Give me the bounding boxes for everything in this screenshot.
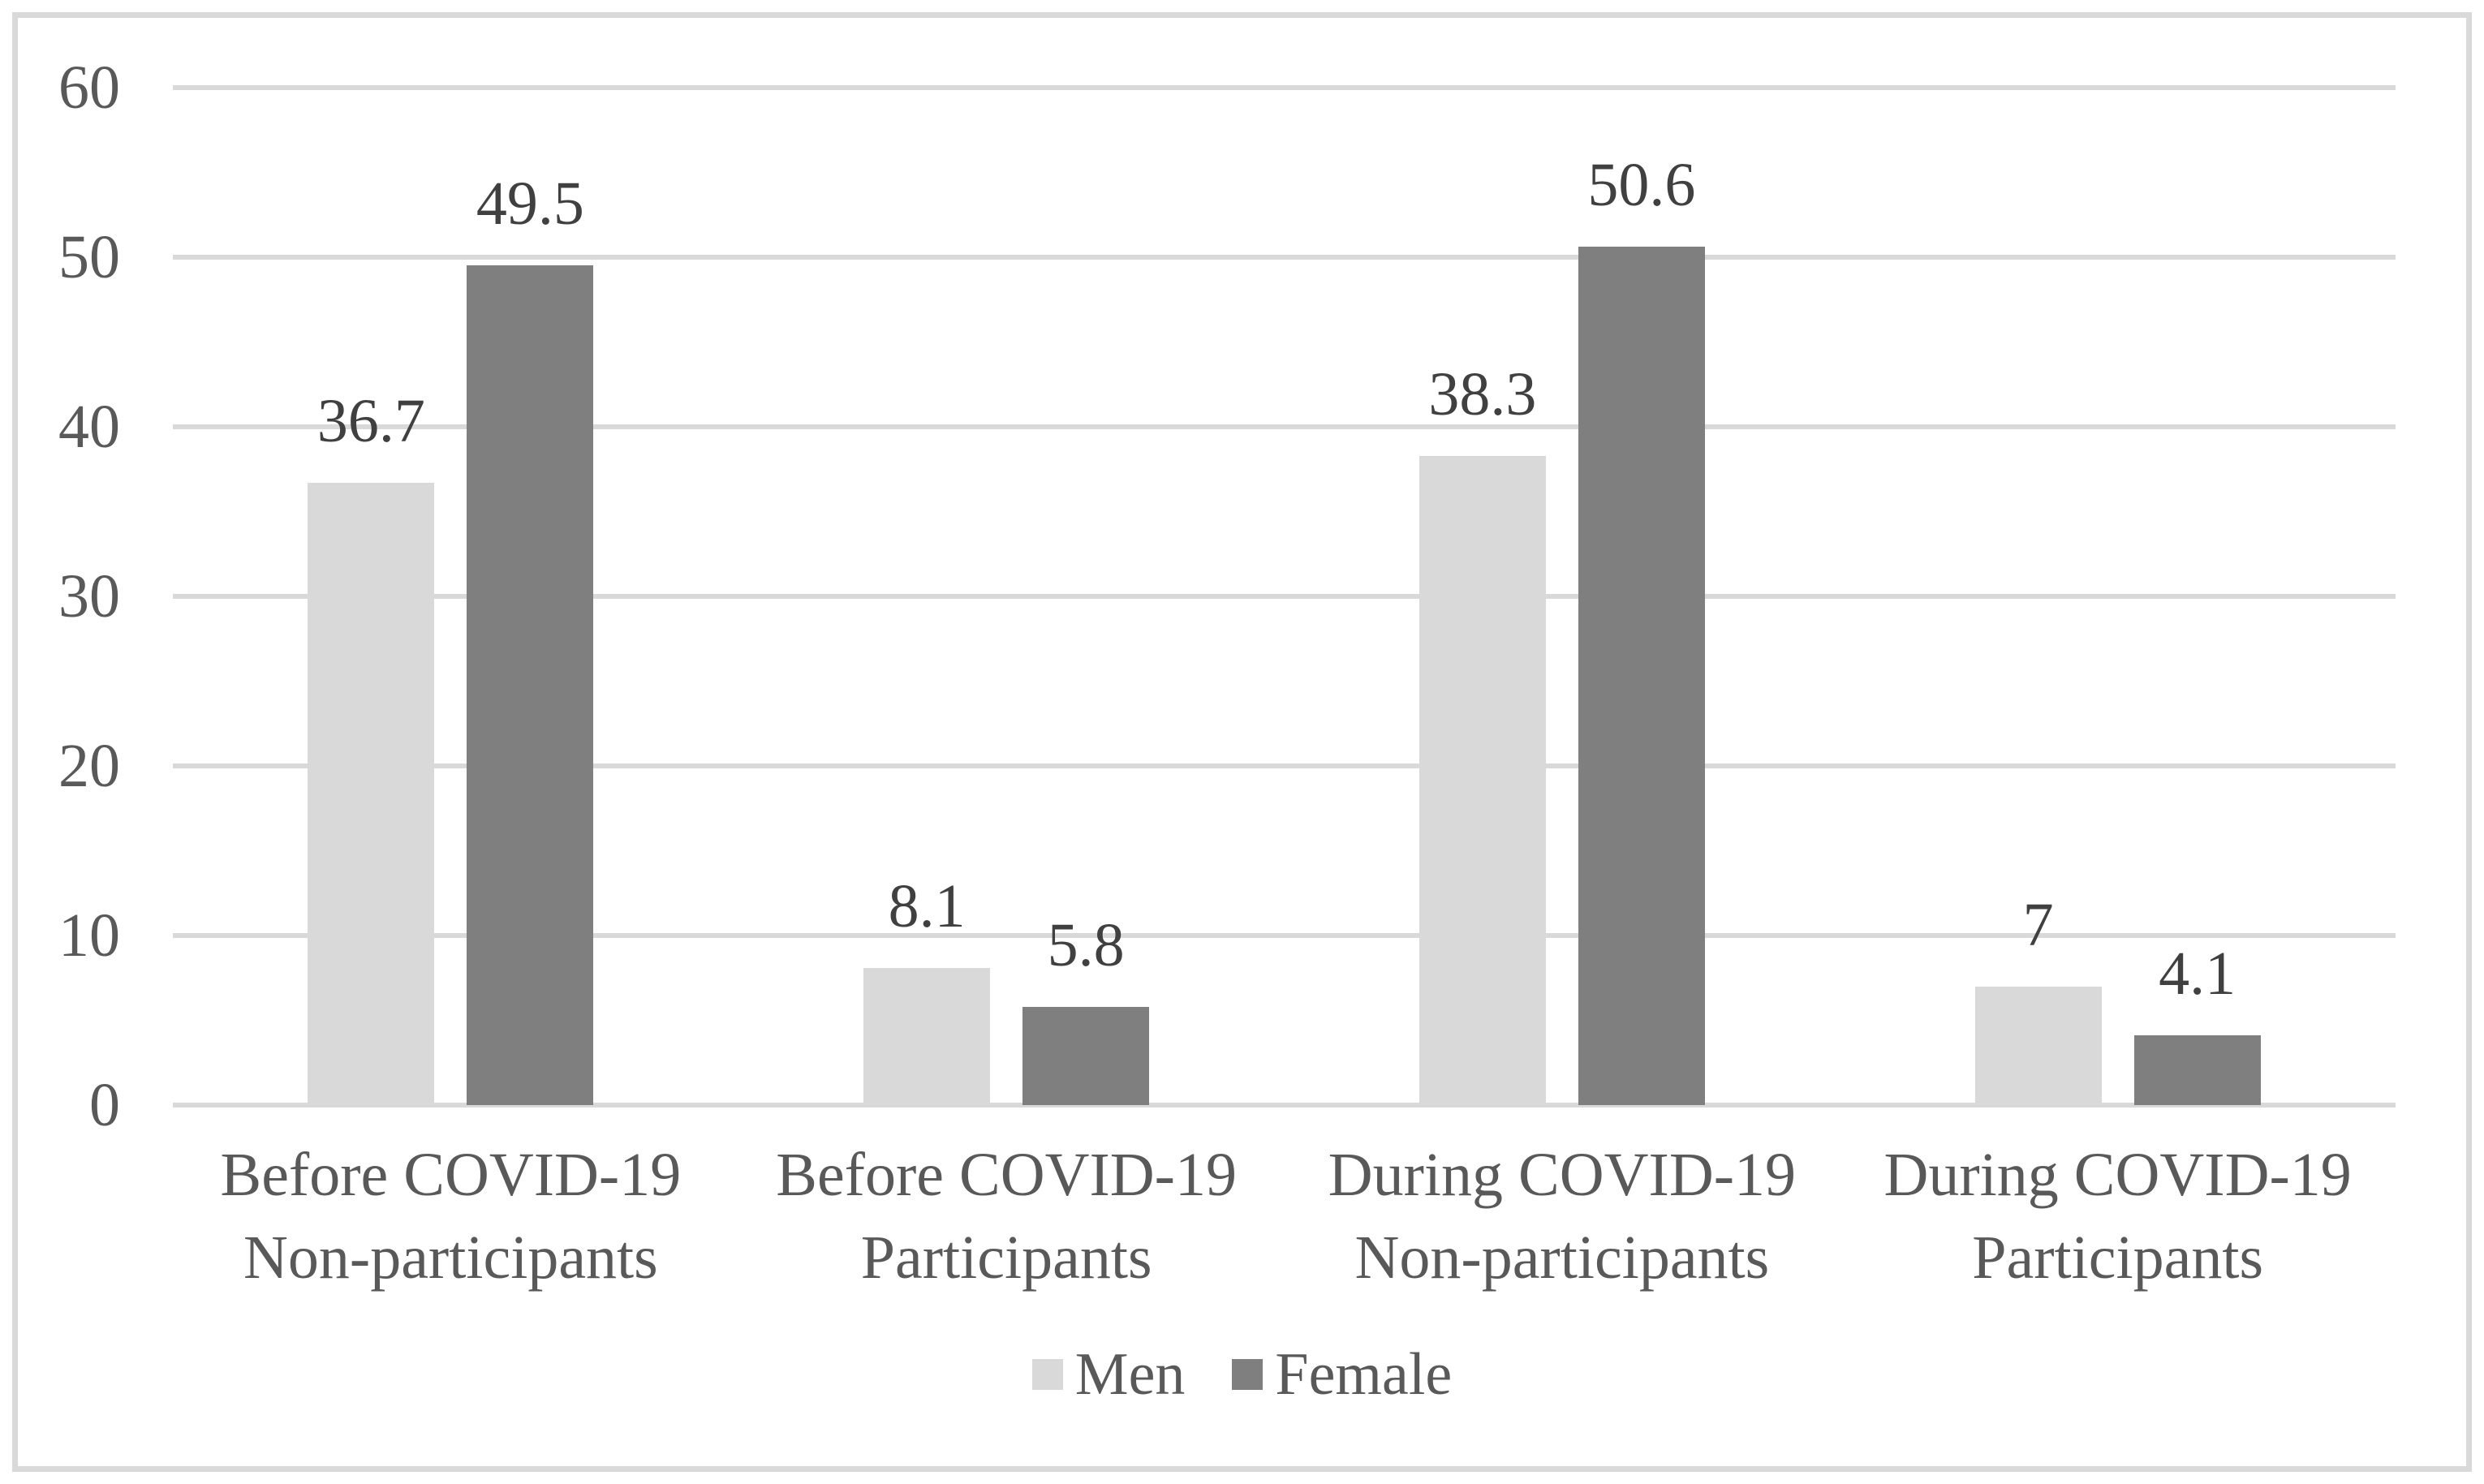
data-label-female-3: 4.1 — [2159, 940, 2236, 1009]
legend-item-female: Female — [1232, 1344, 1452, 1404]
y-axis: 0 10 20 30 40 50 60 — [0, 0, 120, 1484]
bar-female-1: 5.8 — [1022, 88, 1150, 1105]
bar-group-3: 7 4.1 — [1840, 88, 2396, 1105]
x-category-line: Before COVID-19 — [220, 1141, 682, 1209]
data-label-female-0: 49.5 — [476, 170, 584, 239]
bar-rect-men-3 — [1974, 986, 2102, 1105]
legend-label-female: Female — [1275, 1341, 1453, 1408]
bar-men-0: 36.7 — [308, 88, 435, 1105]
gridline-0 — [173, 1103, 2396, 1108]
bar-female-0: 49.5 — [467, 88, 594, 1105]
x-category-label-3: During COVID-19 Participants — [1840, 1134, 2396, 1300]
bar-men-1: 8.1 — [863, 88, 991, 1105]
x-category-label-0: Before COVID-19 Non-participants — [173, 1134, 729, 1300]
data-label-men-1: 8.1 — [888, 871, 966, 940]
bar-group-1: 8.1 5.8 — [729, 88, 1285, 1105]
bar-group-0: 36.7 49.5 — [173, 88, 729, 1105]
data-label-female-2: 50.6 — [1587, 151, 1696, 220]
legend-label-men: Men — [1074, 1341, 1186, 1408]
data-label-men-0: 36.7 — [316, 386, 425, 455]
bar-men-3: 7 — [1974, 88, 2102, 1105]
gridline-20 — [173, 764, 2396, 768]
legend-item-men: Men — [1031, 1341, 1186, 1408]
legend: Men Female — [0, 1343, 2484, 1406]
x-category-line: Participants — [860, 1223, 1152, 1292]
x-category-line: During COVID-19 — [1883, 1141, 2352, 1209]
bar-men-2: 38.3 — [1419, 88, 1546, 1105]
y-tick-label-40: 40 — [58, 393, 120, 461]
x-category-label-1: Before COVID-19 Participants — [729, 1134, 1285, 1300]
bar-rect-men-1 — [863, 967, 991, 1105]
x-category-line: Non-participants — [243, 1223, 658, 1292]
gridline-30 — [173, 594, 2396, 599]
data-label-female-1: 5.8 — [1047, 910, 1125, 979]
x-category-line: Before COVID-19 — [776, 1141, 1237, 1209]
y-tick-label-60: 60 — [58, 54, 120, 122]
x-category-line: During COVID-19 — [1328, 1141, 1797, 1209]
bar-rect-female-2 — [1578, 247, 1705, 1105]
data-label-men-3: 7 — [2022, 890, 2054, 959]
bar-rect-female-3 — [2133, 1035, 2261, 1105]
x-category-line: Non-participants — [1354, 1223, 1770, 1292]
gridline-60 — [173, 85, 2396, 90]
bar-group-2: 38.3 50.6 — [1285, 88, 1840, 1105]
y-tick-label-0: 0 — [89, 1071, 120, 1139]
y-tick-label-20: 20 — [58, 732, 120, 800]
y-tick-label-10: 10 — [58, 901, 120, 970]
gridline-40 — [173, 424, 2396, 429]
gridline-10 — [173, 933, 2396, 938]
gridline-50 — [173, 255, 2396, 260]
bar-rect-men-2 — [1419, 455, 1546, 1105]
bar-rect-female-1 — [1022, 1006, 1150, 1105]
legend-swatch-men — [1031, 1359, 1063, 1390]
legend-swatch-female — [1232, 1359, 1264, 1390]
x-category-line: Participants — [1972, 1223, 2264, 1292]
data-label-men-2: 38.3 — [1428, 359, 1537, 428]
x-category-label-2: During COVID-19 Non-participants — [1285, 1134, 1840, 1300]
y-tick-label-50: 50 — [58, 223, 120, 291]
bar-female-3: 4.1 — [2133, 88, 2261, 1105]
bar-groups: 36.7 49.5 8.1 5.8 38.3 50.6 7 4.1 — [173, 88, 2396, 1105]
y-tick-label-30: 30 — [58, 562, 120, 630]
plot-area: 36.7 49.5 8.1 5.8 38.3 50.6 7 4.1 — [173, 85, 2396, 1108]
bar-female-2: 50.6 — [1578, 88, 1705, 1105]
bar-rect-men-0 — [308, 482, 435, 1105]
bar-rect-female-0 — [467, 265, 594, 1105]
